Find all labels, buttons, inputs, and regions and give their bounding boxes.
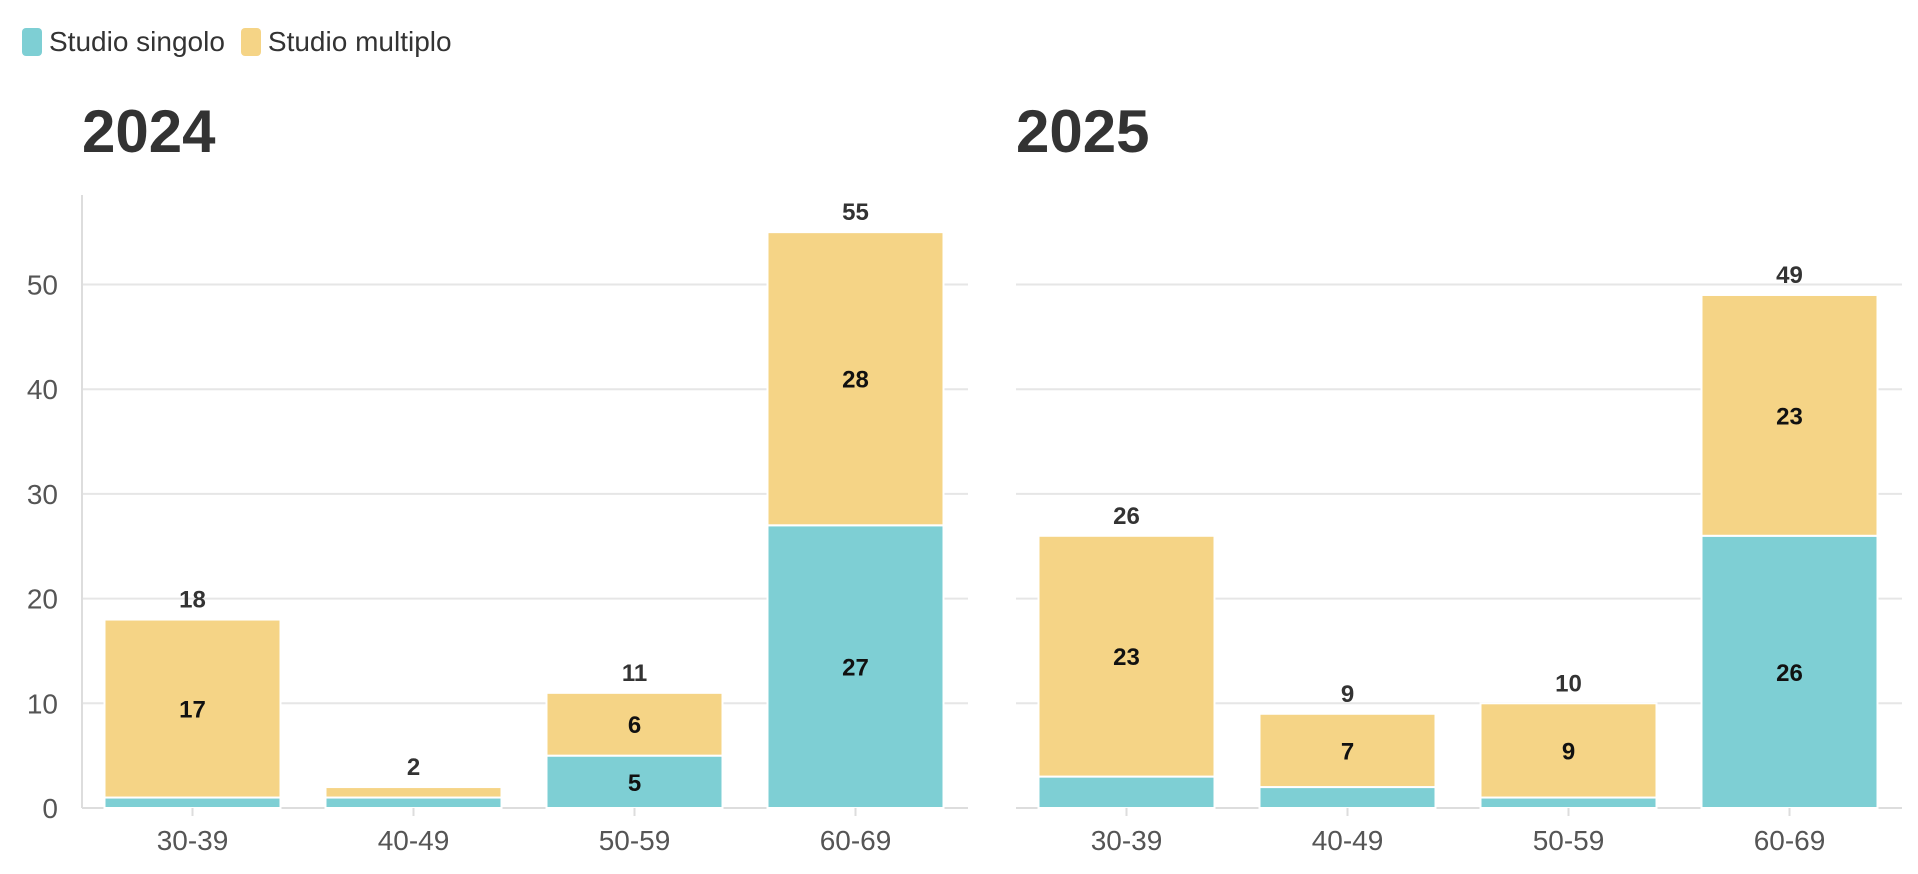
segment-label: 23 — [1776, 403, 1803, 430]
bar-segment[interactable] — [1700, 293, 1879, 537]
segment-label: 27 — [842, 655, 869, 682]
panel-title: 2025 — [1016, 98, 1149, 165]
bar-segment[interactable] — [1479, 796, 1658, 810]
legend-item-studio-singolo[interactable]: Studio singolo — [22, 26, 225, 58]
y-tick-label: 20 — [27, 584, 58, 615]
panel-title: 2024 — [82, 98, 216, 165]
segment-label: 17 — [179, 697, 206, 724]
y-tick-label: 40 — [27, 374, 58, 405]
segment-label: 23 — [1113, 644, 1140, 671]
bar-segment[interactable] — [1037, 775, 1216, 810]
x-tick-label: 30-39 — [1091, 825, 1163, 856]
x-tick-label: 40-49 — [1312, 825, 1384, 856]
total-label: 11 — [622, 660, 647, 687]
bar-segment[interactable] — [1479, 702, 1658, 799]
y-tick-label: 10 — [27, 688, 58, 719]
total-label: 49 — [1776, 262, 1803, 289]
segment-label: 26 — [1776, 660, 1803, 687]
bar-segment[interactable] — [324, 796, 503, 810]
total-label: 26 — [1113, 503, 1140, 530]
y-tick-label: 50 — [27, 270, 58, 301]
y-tick-label: 30 — [27, 479, 58, 510]
total-label: 10 — [1555, 670, 1582, 697]
bar-segment[interactable] — [545, 691, 724, 757]
x-tick-label: 50-59 — [599, 825, 671, 856]
bar-segment[interactable] — [1258, 712, 1437, 789]
legend-label: Studio singolo — [49, 26, 225, 57]
total-label: 18 — [179, 587, 206, 614]
segment-label: 9 — [1562, 738, 1575, 765]
bar-segment[interactable] — [324, 786, 503, 799]
legend-swatch-studio-multiplo — [240, 28, 261, 56]
bar-segment[interactable] — [1037, 534, 1216, 778]
x-tick-label: 40-49 — [378, 825, 450, 856]
segment-label: 28 — [842, 367, 869, 394]
x-tick-label: 30-39 — [157, 825, 229, 856]
segment-label: 7 — [1341, 738, 1354, 765]
y-tick-label: 0 — [42, 793, 58, 824]
segment-label: 5 — [628, 770, 641, 797]
bar-segment[interactable] — [103, 796, 282, 810]
legend-item-studio-multiplo[interactable]: Studio multiplo — [240, 26, 452, 58]
bar-segment[interactable] — [103, 618, 282, 799]
bar-segment[interactable] — [545, 754, 724, 810]
x-tick-label: 50-59 — [1533, 825, 1605, 856]
chart-legend: Studio singolo Studio multiplo — [22, 26, 468, 58]
segment-label: 6 — [628, 712, 641, 739]
x-tick-label: 60-69 — [820, 825, 892, 856]
total-label: 2 — [407, 754, 420, 781]
total-label: 55 — [842, 199, 869, 226]
x-tick-label: 60-69 — [1754, 825, 1826, 856]
bar-segment[interactable] — [1258, 786, 1437, 809]
total-label: 9 — [1341, 681, 1354, 708]
legend-label: Studio multiplo — [267, 26, 452, 57]
legend-swatch-studio-singolo — [22, 28, 42, 56]
bar-segment[interactable] — [766, 231, 945, 527]
